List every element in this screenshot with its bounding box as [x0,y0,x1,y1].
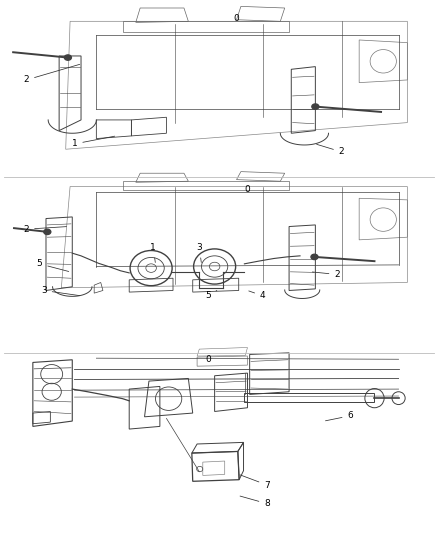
Text: 2: 2 [24,64,80,84]
Text: 0: 0 [244,185,251,193]
Ellipse shape [311,254,318,260]
Text: 3: 3 [196,244,202,262]
Text: 2: 2 [312,270,340,279]
Text: 6: 6 [325,411,353,421]
Text: 7: 7 [240,475,270,489]
Text: 2: 2 [24,225,67,233]
Text: 1: 1 [71,136,115,148]
Ellipse shape [64,55,71,60]
Ellipse shape [44,229,51,235]
Text: 3: 3 [41,286,80,296]
Text: 5: 5 [36,260,69,271]
Text: 8: 8 [240,496,270,508]
Text: 5: 5 [205,290,217,300]
Text: 0: 0 [233,14,240,23]
Text: 4: 4 [249,291,265,300]
Text: 0: 0 [205,356,211,364]
Text: 1: 1 [150,244,156,262]
Ellipse shape [312,104,319,109]
Text: 2: 2 [317,144,344,156]
